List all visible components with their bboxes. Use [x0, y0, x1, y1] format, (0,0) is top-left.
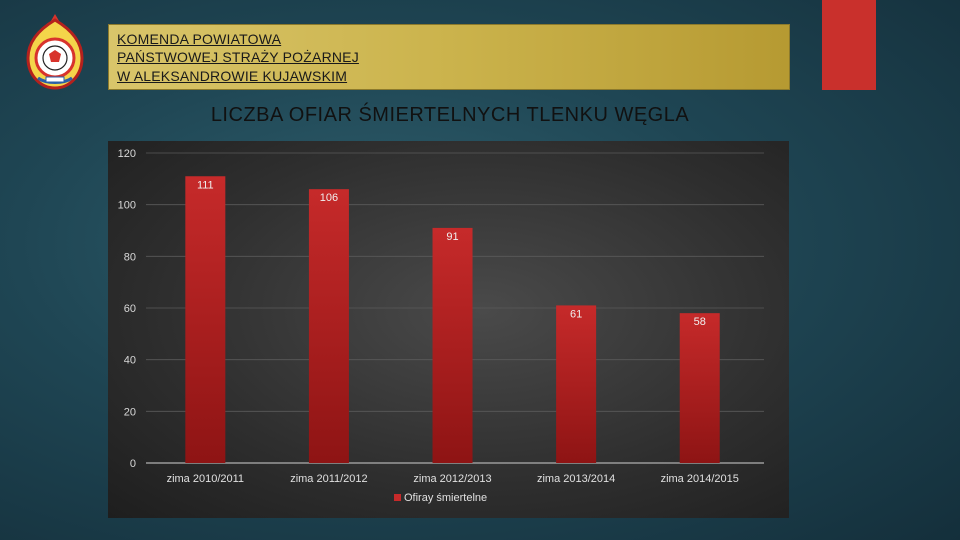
- bar: [432, 227, 473, 463]
- x-tick-label: zima 2014/2015: [661, 473, 739, 485]
- x-tick-label: zima 2012/2013: [413, 473, 491, 485]
- data-label: 111: [197, 179, 214, 191]
- bar: [679, 313, 720, 463]
- accent-tab: [822, 0, 876, 90]
- data-label: 91: [446, 231, 458, 243]
- fire-brigade-emblem-icon: [22, 12, 88, 92]
- bar: [185, 176, 226, 463]
- header-line-1: KOMENDA POWIATOWA: [117, 31, 282, 47]
- bar-chart: 0 20 40 60 80 100 120 111 zima 2010/2011 106 zima …: [118, 148, 764, 504]
- chart-panel: 0 20 40 60 80 100 120 111 zima 2010/2011 106 zima …: [108, 141, 789, 518]
- y-tick-label: 60: [124, 303, 136, 315]
- y-tick-label: 80: [124, 251, 136, 263]
- legend-swatch: [394, 494, 401, 501]
- y-tick-label: 40: [124, 355, 136, 367]
- header-line-2: PAŃSTWOWEJ STRAŻY POŻARNEJ: [117, 49, 359, 65]
- x-tick-label: zima 2011/2012: [290, 473, 367, 485]
- y-tick-label: 120: [118, 148, 136, 160]
- bar: [556, 305, 597, 463]
- y-tick-label: 0: [130, 458, 136, 470]
- header-banner: KOMENDA POWIATOWA PAŃSTWOWEJ STRAŻY POŻA…: [108, 24, 790, 90]
- slide-title: LICZBA OFIAR ŚMIERTELNYCH TLENKU WĘGLA: [210, 104, 690, 126]
- data-label: 106: [320, 192, 338, 204]
- legend-label: Ofiray śmiertelne: [404, 492, 487, 504]
- data-label: 58: [694, 316, 706, 328]
- y-tick-label: 20: [124, 406, 136, 418]
- data-label: 61: [570, 308, 582, 320]
- y-tick-label: 100: [118, 200, 136, 212]
- x-tick-label: zima 2013/2014: [537, 473, 615, 485]
- header-line-3: W ALEKSANDROWIE KUJAWSKIM: [117, 68, 348, 84]
- bar: [308, 189, 349, 463]
- x-tick-label: zima 2010/2011: [167, 473, 244, 485]
